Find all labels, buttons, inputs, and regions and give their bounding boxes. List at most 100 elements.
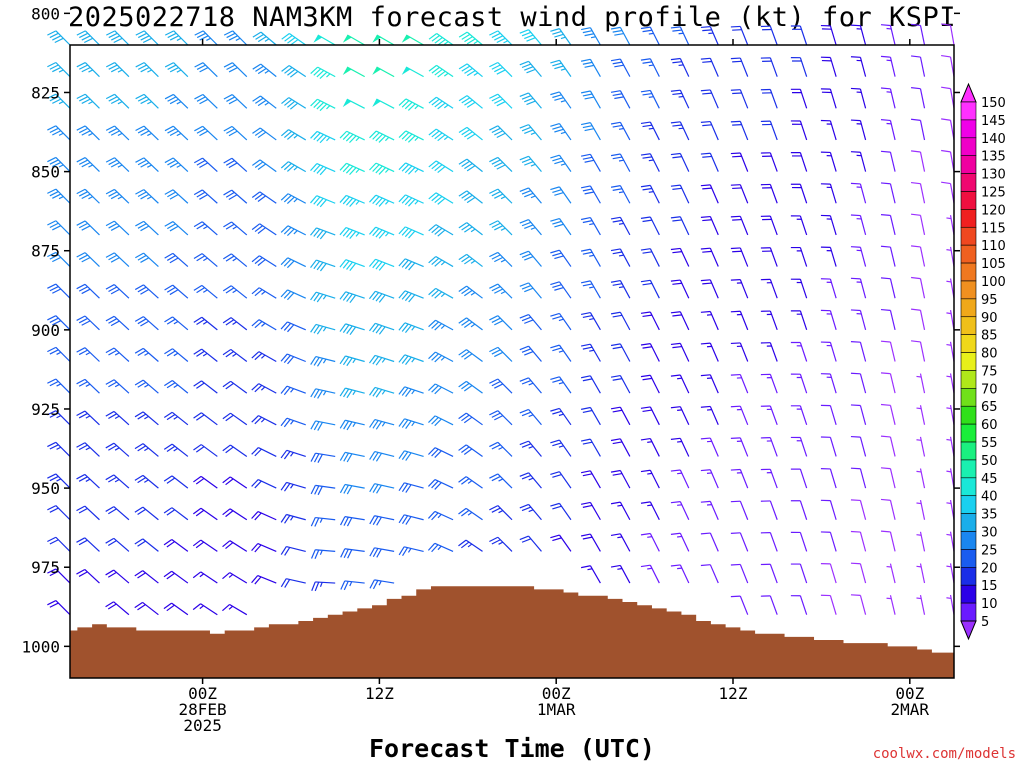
barb-half: [498, 541, 504, 545]
barb-full: [700, 469, 711, 472]
wind-barb: [880, 55, 896, 77]
wind-barb: [850, 499, 867, 520]
barb-half: [202, 289, 208, 293]
barb-full: [107, 540, 117, 546]
barb-full: [78, 412, 88, 419]
barb-half: [114, 447, 120, 451]
barb-full: [52, 66, 62, 73]
barb-full: [105, 62, 115, 68]
barb-full: [372, 228, 380, 237]
wind-barb: [369, 515, 395, 526]
barb-full: [135, 125, 145, 132]
wind-barb: [730, 342, 749, 362]
barb-full: [81, 35, 91, 41]
colorbar-segment: [960, 352, 977, 371]
barb-full: [316, 70, 325, 78]
barb-full: [105, 474, 115, 481]
barb-full: [464, 36, 473, 43]
barb-full: [255, 65, 264, 72]
barb-half: [946, 470, 952, 473]
barb-full: [670, 247, 681, 251]
barb-full: [83, 37, 94, 44]
wind-barb: [134, 538, 159, 552]
barb-full: [76, 220, 86, 226]
wind-barb: [580, 90, 601, 109]
barb-full: [401, 483, 409, 492]
barb-full: [225, 414, 234, 422]
barb-shaft: [919, 215, 926, 236]
barb-full: [140, 289, 150, 295]
barb-full: [466, 165, 476, 172]
barb-flag: [401, 35, 411, 43]
barb-flag: [401, 66, 411, 75]
barb-half: [440, 324, 446, 329]
barb-full: [199, 98, 209, 105]
barb-full: [554, 223, 564, 228]
wind-barb: [489, 315, 513, 331]
barb-full: [345, 133, 354, 142]
colorbar-bottom-arrow: [960, 620, 977, 641]
barb-full: [521, 158, 532, 164]
barb-half: [290, 452, 294, 457]
wind-barb: [489, 30, 513, 46]
wind-barb: [760, 342, 778, 362]
wind-barb: [610, 185, 631, 204]
barb-full: [251, 287, 260, 295]
barb-shaft: [889, 215, 896, 236]
colorbar-label: 25: [981, 543, 998, 558]
barb-full: [730, 468, 741, 471]
barb-full: [134, 284, 144, 291]
barb-full: [464, 162, 473, 170]
barb-full: [346, 357, 353, 367]
barb-full: [375, 229, 383, 238]
barb-full: [464, 194, 473, 201]
wind-barb: [76, 220, 100, 236]
wind-barb: [760, 532, 778, 552]
barb-full: [640, 89, 651, 93]
barb-full: [431, 385, 439, 393]
colorbar-label: 105: [981, 257, 1006, 272]
wind-barb: [223, 221, 248, 236]
wind-barb: [670, 342, 690, 362]
barb-full: [78, 476, 88, 482]
barb-full: [434, 259, 443, 267]
barb-full: [494, 98, 504, 104]
wind-barb: [550, 249, 572, 267]
barb-full: [401, 387, 409, 396]
wind-barb: [916, 500, 926, 520]
colorbar-segment: [960, 155, 977, 174]
barb-full: [521, 221, 532, 227]
wind-barb: [163, 443, 189, 457]
barb-full: [458, 539, 467, 547]
barb-full: [552, 474, 562, 478]
wind-barb: [76, 252, 100, 267]
barb-full: [552, 379, 562, 383]
barb-full: [108, 127, 118, 134]
barb-full: [491, 64, 501, 70]
barb-full: [49, 64, 59, 70]
barb-full: [286, 164, 295, 172]
barb-half: [199, 605, 204, 610]
barb-half: [261, 290, 266, 295]
barb-full: [47, 61, 57, 68]
barb-full: [280, 482, 288, 491]
wind-barb: [163, 602, 189, 616]
barb-full: [463, 416, 473, 424]
barb-full: [284, 35, 293, 42]
colorbar-segment: [960, 280, 977, 300]
barb-full: [52, 193, 62, 199]
barb-full: [169, 289, 179, 296]
wind-barb: [610, 90, 631, 109]
barb-full: [941, 181, 951, 185]
barb-full: [342, 356, 350, 366]
barb-full: [345, 165, 354, 174]
barb-full: [408, 262, 416, 271]
colorbar-label: 45: [981, 472, 998, 487]
barb-full: [880, 24, 891, 27]
barb-full: [254, 544, 262, 553]
wind-barb: [163, 538, 189, 552]
barb-full: [584, 128, 595, 132]
wind-barb: [398, 354, 424, 366]
barb-full: [464, 99, 473, 106]
barb-full: [550, 249, 560, 254]
